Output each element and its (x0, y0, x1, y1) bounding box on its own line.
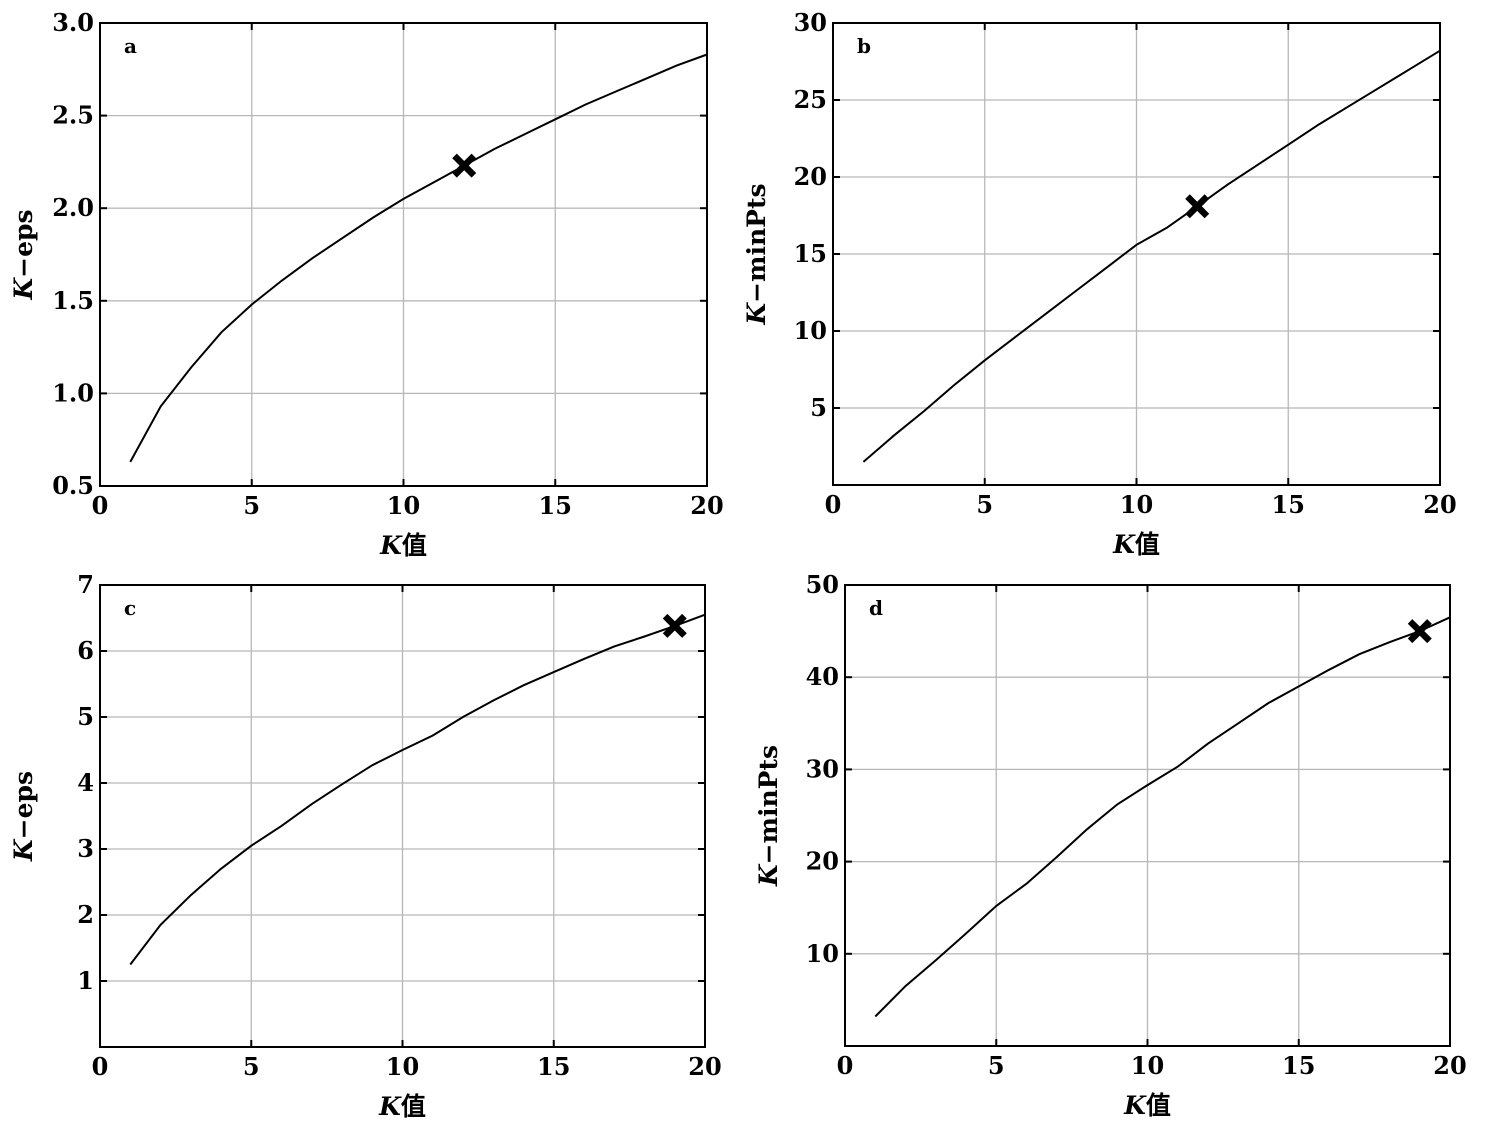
x-tick-label: 15 (1282, 1051, 1315, 1080)
y-tick-label: 15 (794, 239, 827, 268)
x-axis-label: K值 (1112, 530, 1160, 559)
x-tick-label: 0 (92, 491, 109, 520)
y-tick-label: 7 (77, 570, 94, 599)
x-axis-label: K值 (379, 531, 427, 560)
y-tick-label: 5 (77, 702, 94, 731)
x-tick-label: 5 (243, 1052, 260, 1081)
chart-panel-d: 0 5 10 15 20 10 20 30 40 50 K值 K−minPts d (754, 570, 1467, 1120)
x-tick-label: 5 (988, 1051, 1005, 1080)
y-tick-label: 1.0 (52, 378, 94, 407)
x-tick-label: 20 (690, 491, 723, 520)
y-axis-label: K−minPts (742, 183, 771, 325)
series-line (129, 53, 708, 463)
y-tick-label: 10 (794, 316, 827, 345)
series-line (874, 616, 1451, 1018)
y-tick-label: 30 (794, 8, 827, 37)
y-tick-label: 20 (806, 847, 839, 876)
plot-frame (844, 584, 1451, 1047)
x-tick-label: 5 (243, 491, 260, 520)
optimal-k-marker (452, 153, 477, 178)
x-axis-label: K值 (1123, 1091, 1171, 1120)
panel-letter: a (124, 34, 137, 58)
optimal-k-marker (1185, 194, 1210, 219)
y-tick-label: 10 (806, 939, 839, 968)
x-tick-label: 20 (688, 1052, 721, 1081)
optimal-k-marker (662, 613, 687, 638)
x-tick-label: 15 (539, 491, 572, 520)
y-tick-label: 2 (77, 900, 94, 929)
y-tick-label: 40 (806, 662, 839, 691)
y-tick-label: 1 (77, 966, 94, 995)
y-tick-label: 20 (794, 162, 827, 191)
x-tick-label: 0 (92, 1052, 109, 1081)
x-tick-label: 15 (1272, 490, 1305, 519)
x-tick-label: 5 (976, 490, 993, 519)
x-tick-label: 10 (1131, 1051, 1164, 1080)
chart-panel-b: 0 5 10 15 20 5 10 15 20 25 30 K值 K−minPts b (742, 8, 1457, 559)
y-tick-label: 4 (77, 768, 94, 797)
x-tick-label: 10 (1120, 490, 1153, 519)
x-tick-label: 15 (537, 1052, 570, 1081)
x-tick-label: 10 (387, 491, 420, 520)
y-axis-label: K−minPts (754, 745, 783, 887)
y-tick-label: 0.5 (52, 471, 94, 500)
y-tick-label: 2.0 (52, 193, 94, 222)
series-line (862, 49, 1441, 463)
y-axis-label: K−eps (9, 771, 38, 862)
x-tick-label: 0 (825, 490, 842, 519)
y-tick-label: 3.0 (52, 8, 94, 37)
x-tick-label: 10 (386, 1052, 419, 1081)
x-tick-label: 20 (1433, 1051, 1466, 1080)
plot-frame (99, 584, 706, 1048)
y-tick-label: 1.5 (52, 286, 94, 315)
x-tick-label: 0 (837, 1051, 854, 1080)
plot-frame (99, 22, 708, 487)
y-tick-label: 6 (77, 636, 94, 665)
x-tick-label: 20 (1423, 490, 1456, 519)
panel-letter: b (857, 34, 871, 58)
y-tick-label: 3 (77, 834, 94, 863)
y-tick-label: 2.5 (52, 101, 94, 130)
y-axis-label: K−eps (9, 209, 38, 300)
panel-letter: c (124, 596, 136, 620)
panel-letter: d (869, 596, 883, 620)
x-axis-label: K值 (378, 1092, 426, 1121)
y-tick-label: 50 (806, 570, 839, 599)
y-tick-label: 25 (794, 85, 827, 114)
chart-panel-a: 0 5 10 15 20 0.5 1.0 1.5 2.0 2.5 3.0 K值 K−eps a (9, 8, 724, 560)
chart-panel-c: 0 5 10 15 20 1 2 3 4 5 6 7 K值 K−eps c (9, 570, 722, 1121)
optimal-k-marker (1407, 619, 1432, 644)
plot-frame (832, 22, 1441, 486)
y-tick-label: 30 (806, 754, 839, 783)
y-tick-label: 5 (810, 393, 827, 422)
series-line (129, 613, 706, 966)
